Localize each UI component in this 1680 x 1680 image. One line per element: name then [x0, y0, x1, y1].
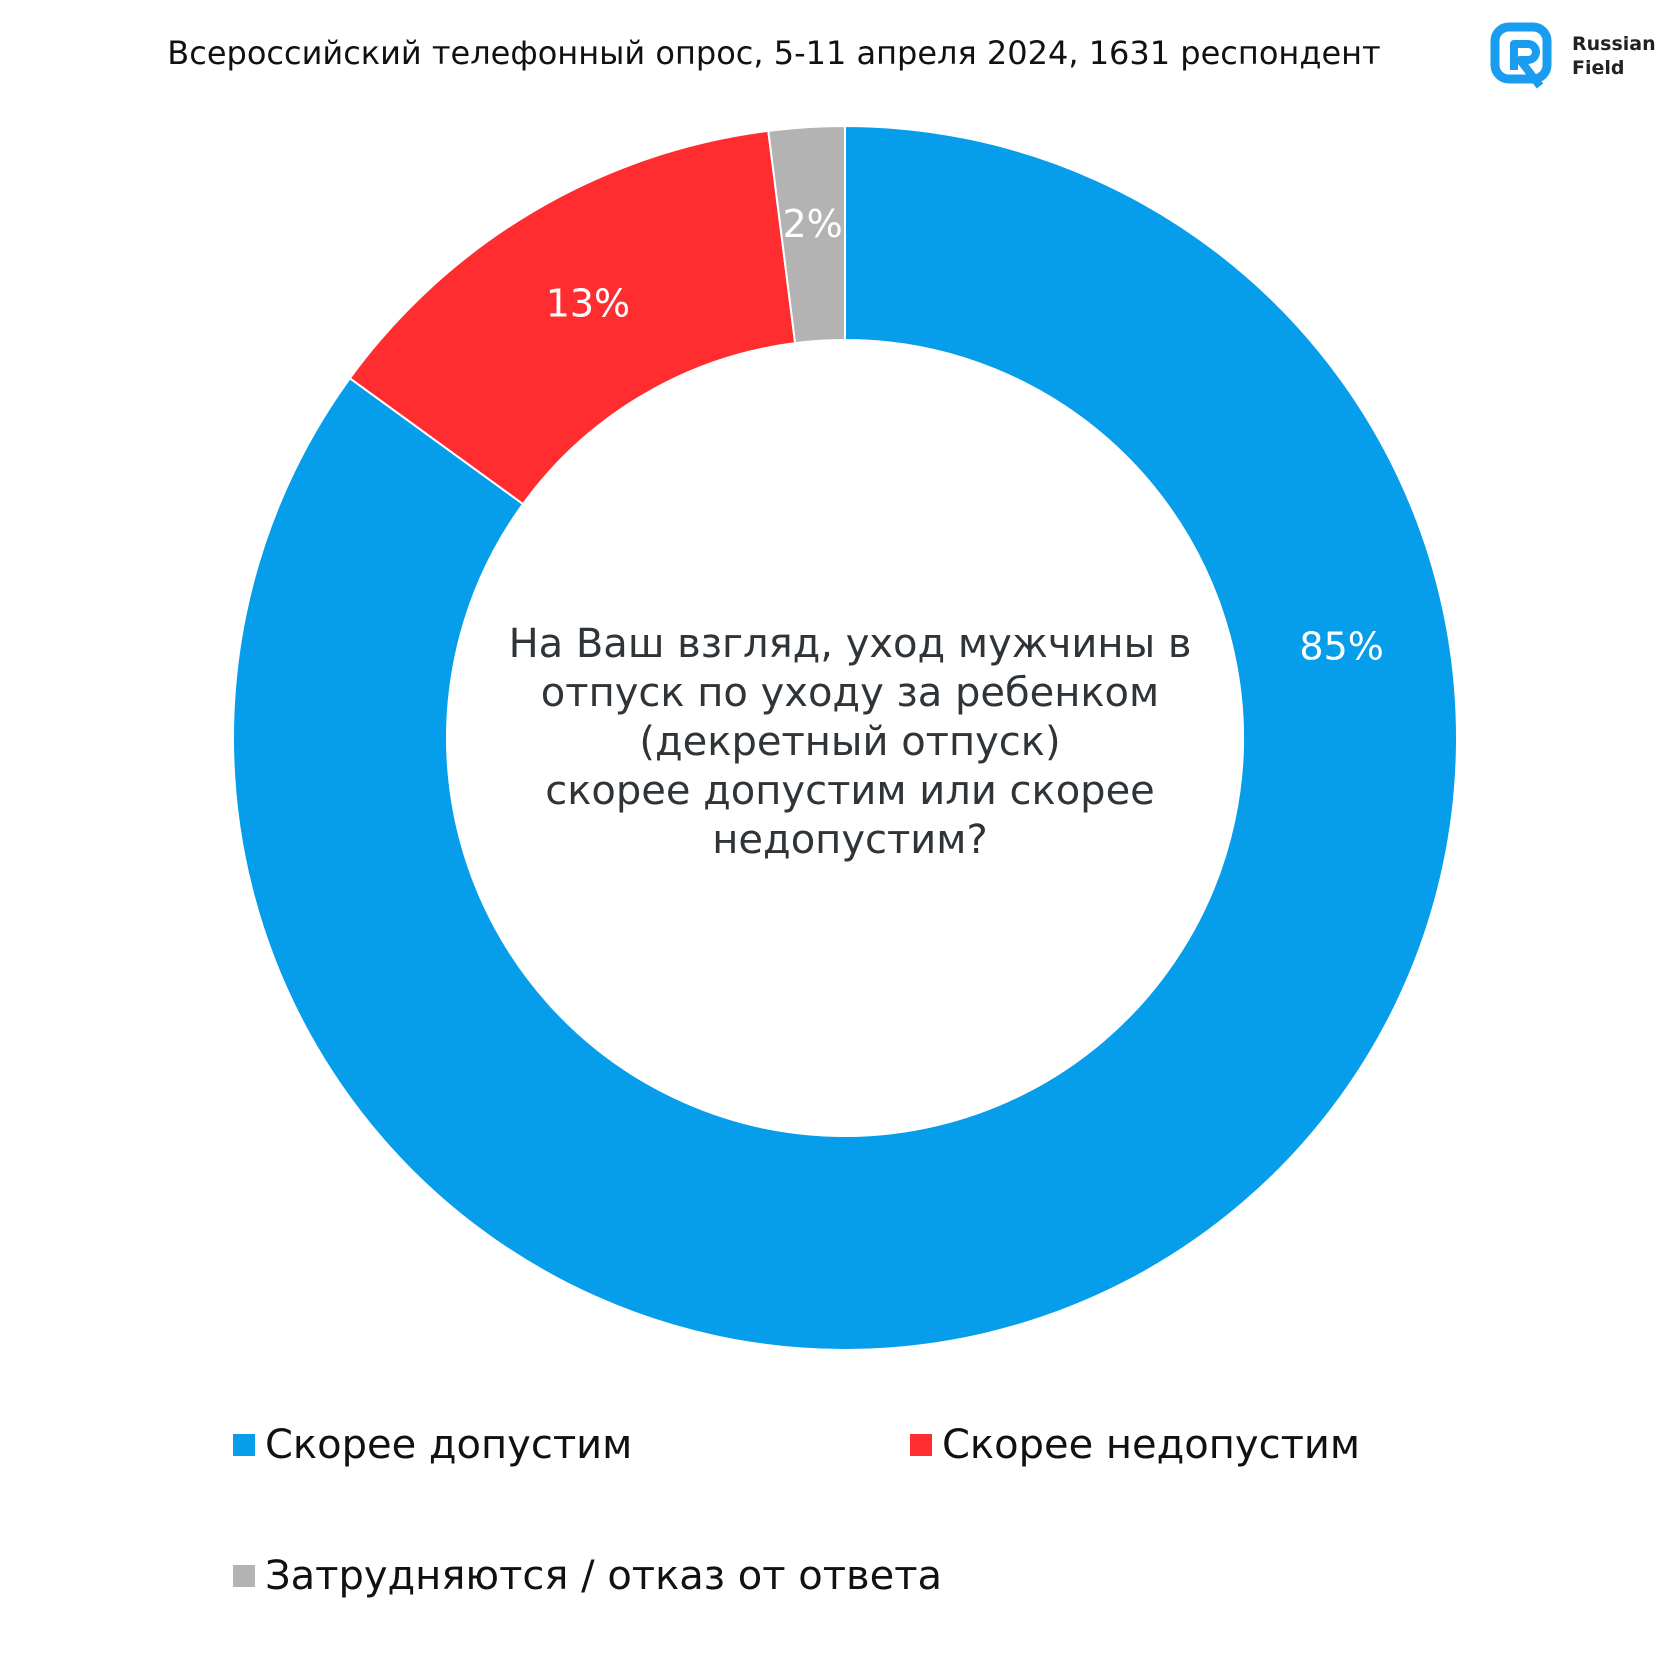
question-line-5: недопустим? [712, 817, 988, 863]
russian-field-logo: Russian Field [1490, 22, 1656, 92]
legend-label-not-allowed: Скорее недопустим [942, 1422, 1361, 1468]
logo-text-line1: Russian [1572, 33, 1656, 55]
legend-swatch-undecided [233, 1565, 255, 1587]
question-line-1: На Ваш взгляд, уход мужчины в [508, 621, 1192, 667]
donut-slice-allowed [232, 124, 1458, 1351]
logo-text: Russian Field [1572, 32, 1656, 80]
question-line-2: отпуск по уходу за ребенком [540, 670, 1160, 716]
donut-slice-not-allowed [348, 129, 797, 506]
legend-item-not-allowed: Скорее недопустим [910, 1422, 1360, 1468]
legend-label-undecided: Затрудняются / отказ от ответа [265, 1553, 943, 1599]
legend-swatch-not-allowed [910, 1434, 932, 1456]
legend-item-allowed: Скорее допустим [233, 1422, 632, 1468]
survey-subtitle: Всероссийский телефонный опрос, 5-11 апр… [167, 34, 1381, 72]
legend-swatch-allowed [233, 1434, 255, 1456]
question-line-4: скорее допустим или скорее [545, 768, 1155, 814]
donut-slice-undecided [767, 124, 846, 345]
chart-question: На Ваш взгляд, уход мужчины в отпуск по … [470, 620, 1230, 865]
donut-data-labels: 85% 13% 2% [546, 202, 1384, 668]
russian-field-logo-icon [1490, 22, 1552, 89]
data-label-undecided: 2% [783, 202, 843, 246]
data-label-not-allowed: 13% [546, 281, 630, 325]
legend-label-allowed: Скорее допустим [265, 1422, 633, 1468]
data-label-allowed: 85% [1299, 624, 1383, 668]
donut-slices [232, 124, 1458, 1351]
question-line-3: (декретный отпуск) [639, 719, 1061, 765]
logo-text-line2: Field [1572, 57, 1625, 79]
donut-chart: 85% 13% 2% [232, 124, 1458, 1351]
legend-item-undecided: Затрудняются / отказ от ответа [233, 1553, 942, 1599]
